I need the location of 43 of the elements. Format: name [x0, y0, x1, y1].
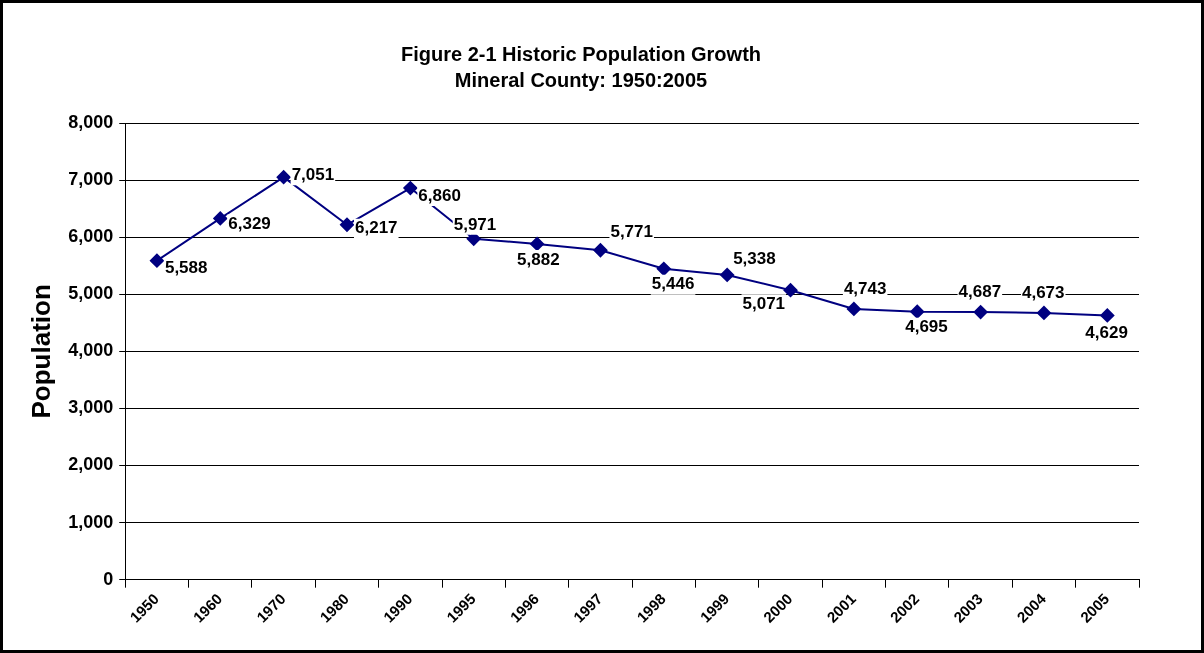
- point: [593, 243, 608, 258]
- point: [1036, 305, 1051, 320]
- chart-title: Figure 2-1 Historic Population Growth: [400, 42, 762, 65]
- data-label: 5,971: [453, 214, 497, 234]
- point: [149, 253, 164, 268]
- point: [783, 283, 798, 298]
- y-tick-label: 1,000: [68, 511, 114, 532]
- y-tick-label: 4,000: [68, 340, 114, 361]
- chart-subtitle: Mineral County: 1950:2005: [454, 68, 708, 91]
- y-tick-label: 5,000: [68, 283, 114, 304]
- data-label: 7,051: [291, 164, 335, 184]
- point: [656, 261, 671, 276]
- y-tick-label: 8,000: [68, 111, 114, 132]
- point: [720, 267, 735, 282]
- data-label: 5,882: [517, 249, 560, 269]
- data-label: 4,673: [1021, 282, 1065, 302]
- point: [403, 181, 418, 196]
- point: [213, 211, 228, 226]
- point: [340, 217, 354, 232]
- y-tick-label: 6,000: [68, 226, 114, 247]
- data-label: 5,071: [742, 293, 786, 313]
- y-tick-label: 0: [103, 568, 114, 589]
- data-label: 6,217: [355, 218, 398, 238]
- data-label: 4,743: [843, 278, 887, 298]
- data-label: 4,687: [958, 281, 1002, 301]
- point: [846, 301, 861, 316]
- data-label: 4,629: [1085, 323, 1128, 343]
- data-label: 5,338: [733, 248, 776, 268]
- point: [973, 305, 988, 320]
- y-tick-label: 2,000: [68, 454, 114, 475]
- data-label: 6,860: [418, 185, 461, 205]
- data-label: 5,771: [610, 221, 653, 241]
- y-axis-title: Population: [25, 284, 56, 419]
- data-label: 5,588: [164, 258, 208, 278]
- point: [530, 236, 545, 251]
- point: [276, 170, 291, 185]
- point: [910, 304, 925, 319]
- y-tick-label: 7,000: [68, 169, 114, 190]
- data-label: 6,329: [228, 214, 271, 234]
- y-tick-label: 3,000: [68, 397, 114, 418]
- point: [1100, 308, 1115, 323]
- data-label: 4,695: [905, 317, 948, 337]
- data-label: 5,446: [651, 274, 695, 294]
